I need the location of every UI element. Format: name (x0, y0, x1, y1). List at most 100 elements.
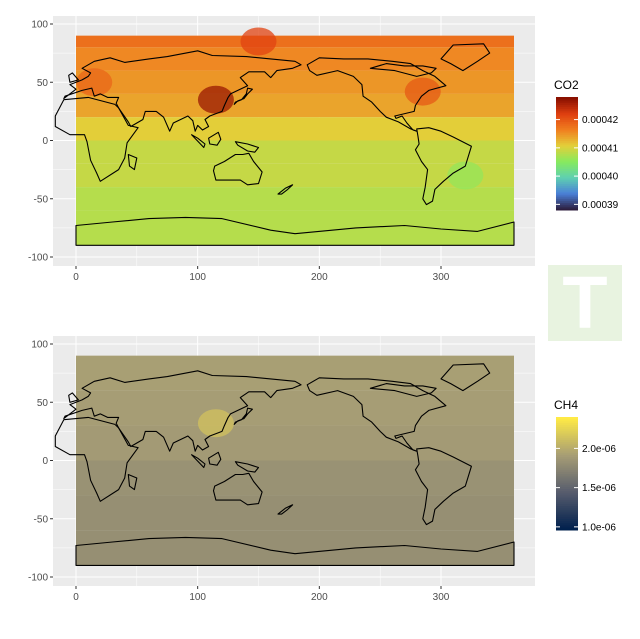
axes-ch4: 0 100 200 300 100 50 0 -50 -100 (28, 340, 450, 604)
legend-color-step (556, 129, 578, 132)
coastline (277, 184, 294, 195)
legend-color-step (556, 98, 578, 102)
legend-color-step (556, 449, 578, 452)
coastline (191, 454, 206, 469)
coastline (208, 451, 222, 466)
legend-color-step (556, 422, 578, 426)
legend-color-step (556, 499, 578, 503)
coastline (234, 461, 260, 473)
legend-color-step (556, 494, 578, 497)
legend-color-step (556, 145, 578, 149)
legend-color-step (556, 417, 578, 420)
legend-ch4: CH4 2.0e-06 1.5e-06 1.0e-06 (554, 398, 616, 533)
legend-color-step (556, 172, 578, 175)
legend-color-step (556, 176, 578, 179)
legend-color-step (556, 202, 578, 205)
legend-color-step (556, 452, 578, 456)
legend-color-step (556, 507, 578, 510)
x-tick-label: 0 (73, 592, 79, 603)
legend-color-step (556, 497, 578, 501)
heat-hotspot (76, 68, 113, 97)
watermark-logo: T (548, 265, 622, 341)
legend-color-step (556, 97, 578, 100)
legend-color-step (556, 132, 578, 136)
legend-color-step (556, 193, 578, 196)
legend-tick-label: 0.00039 (582, 200, 619, 211)
legend-color-step (556, 106, 578, 109)
legend-color-step (556, 458, 578, 461)
legend-color-step (556, 492, 578, 495)
legend-color-step (556, 486, 578, 490)
legend-color-step (556, 102, 578, 106)
coastline (68, 392, 79, 403)
legend-color-step (556, 174, 578, 177)
legend-color-step (556, 181, 578, 185)
legend-color-step (556, 518, 578, 522)
coastline (75, 216, 515, 246)
heat-band (76, 117, 514, 141)
heat-hotspot (240, 27, 277, 56)
legend-color-step (556, 471, 578, 474)
y-tick-label: -50 (34, 194, 49, 205)
legend-color-step (556, 189, 578, 192)
legend-color-step (556, 479, 578, 482)
legend-color-step (556, 179, 578, 183)
heat-field-co2 (76, 27, 514, 246)
map-outline-co2 (54, 43, 515, 246)
legend-color-step (556, 142, 578, 145)
legend-color-step (556, 149, 578, 153)
legend-color-step (556, 200, 578, 203)
legend-color-step (556, 110, 578, 113)
legend-color-step (556, 113, 578, 117)
heat-hotspot (447, 161, 484, 190)
x-tick-label: 300 (433, 592, 450, 603)
coastline (54, 96, 139, 182)
coastline (306, 377, 447, 452)
heat-hotspot (197, 85, 234, 114)
legend-color-step (556, 464, 578, 467)
legend-color-step (556, 460, 578, 463)
legend-color-step (556, 447, 578, 450)
legend-color-step (556, 462, 578, 465)
coastline (233, 87, 253, 105)
coastline (414, 127, 472, 206)
legend-color-step (556, 155, 578, 158)
legend-color-step (556, 522, 578, 525)
legend-color-step (556, 467, 578, 471)
legend-color-step (556, 511, 578, 514)
heat-band (76, 390, 514, 426)
legend-tick-label: 1.0e-06 (582, 522, 616, 533)
legend-color-step (556, 185, 578, 188)
legend-color-step (556, 206, 578, 209)
legend-color-step (556, 488, 578, 491)
x-tick-label: 0 (73, 272, 79, 283)
y-tick-label: 0 (42, 456, 48, 467)
legend-color-step (556, 473, 578, 476)
legend-color-step (556, 159, 578, 162)
coastline (414, 447, 472, 526)
logo-letter: T (562, 261, 608, 344)
legend-color-step (556, 177, 578, 181)
heat-band (76, 35, 514, 48)
y-tick-label: 100 (31, 340, 48, 351)
legend-color-step (556, 469, 578, 473)
legend-color-step (556, 144, 578, 147)
legend-color-step (556, 119, 578, 122)
legend-color-step (556, 153, 578, 156)
legend-color-step (556, 433, 578, 437)
x-tick-label: 300 (433, 272, 450, 283)
legend-title: CH4 (554, 398, 578, 412)
legend-color-step (556, 435, 578, 439)
legend-color-step (556, 138, 578, 141)
legend-color-step (556, 127, 578, 130)
x-tick-label: 100 (189, 272, 206, 283)
legend-color-step (556, 524, 578, 527)
legend-color-step (556, 437, 578, 441)
coastline (54, 416, 139, 502)
legend-color-step (556, 501, 578, 505)
legend-color-step (556, 441, 578, 444)
coastline (277, 504, 294, 515)
legend-color-step (556, 456, 578, 459)
heat-band (76, 187, 514, 211)
coastline (127, 153, 138, 171)
